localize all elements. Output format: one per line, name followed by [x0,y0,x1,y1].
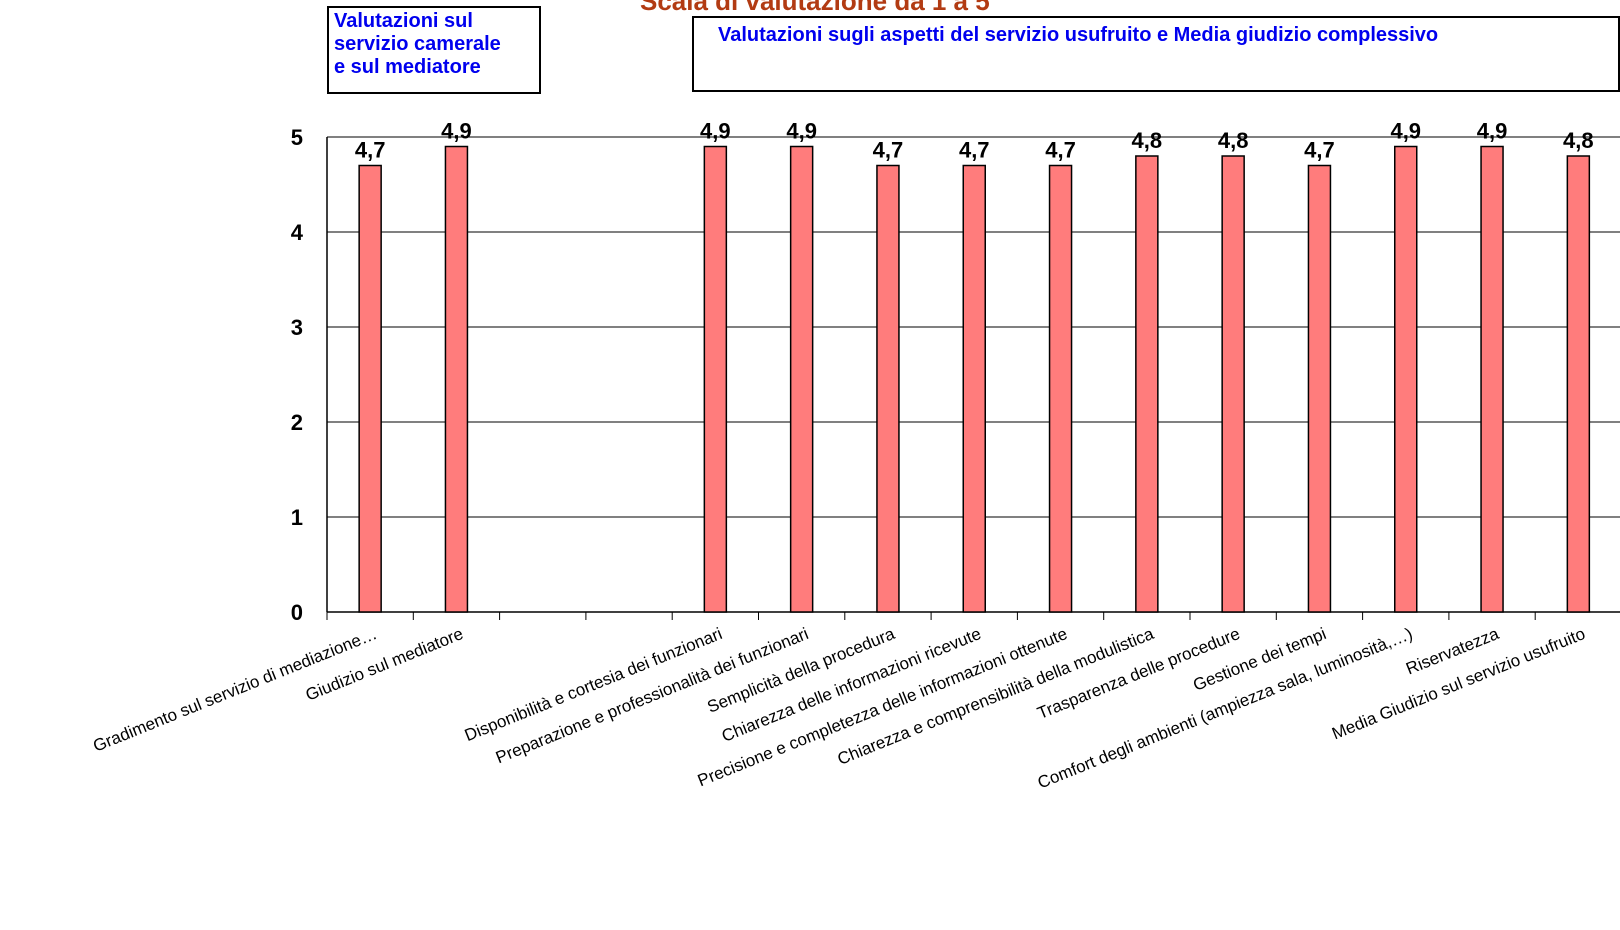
bar [876,164,900,613]
data-label: 4,7 [959,138,990,163]
data-label: 4,7 [355,138,386,163]
legend-box-line: servizio camerale [334,33,501,55]
bar [962,164,986,613]
bar [1135,155,1159,613]
y-tick-label: 1 [291,505,303,530]
bar [1048,164,1073,613]
bar [703,145,728,613]
data-label: 4,8 [1132,128,1163,153]
bar [358,164,382,613]
bar [1480,145,1504,613]
data-label: 4,9 [700,119,731,144]
y-tick-label: 4 [291,220,304,245]
data-label: 4,9 [1390,119,1421,144]
chart-title: Scala di valutazione da 1 a 5 [640,0,990,16]
y-tick-label: 0 [291,600,303,625]
y-tick-label: 3 [291,315,303,340]
data-label: 4,7 [873,138,904,163]
y-tick-label: 5 [291,125,303,150]
data-label: 4,9 [1477,119,1508,144]
data-label: 4,8 [1218,128,1249,153]
bar [1566,155,1591,613]
legend-box-line: e sul mediatore [334,56,481,78]
data-label: 4,9 [786,119,817,144]
data-label: 4,9 [441,119,472,144]
data-label: 4,7 [1045,138,1076,163]
data-label: 4,8 [1563,128,1594,153]
data-label: 4,7 [1304,138,1335,163]
bar [1394,145,1418,613]
legend-box-line: Valutazioni sul [334,10,473,32]
legend-box-service-aspects: Valutazioni sugli aspetti del servizio u… [692,16,1620,92]
bar [789,145,814,613]
bar [1307,164,1332,613]
bar [1221,155,1245,613]
category-label: Giudizio sul mediatore [303,624,466,705]
legend-box-chamber-service: Valutazioni sul servizio camerale e sul … [327,6,541,94]
bar [444,145,469,613]
y-tick-label: 2 [291,410,303,435]
